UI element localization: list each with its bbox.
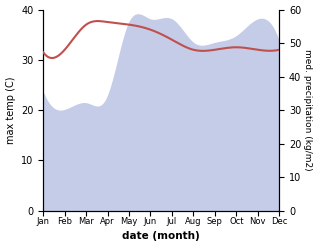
Y-axis label: max temp (C): max temp (C) — [5, 76, 16, 144]
Y-axis label: med. precipitation (kg/m2): med. precipitation (kg/m2) — [303, 49, 313, 171]
X-axis label: date (month): date (month) — [122, 231, 200, 242]
